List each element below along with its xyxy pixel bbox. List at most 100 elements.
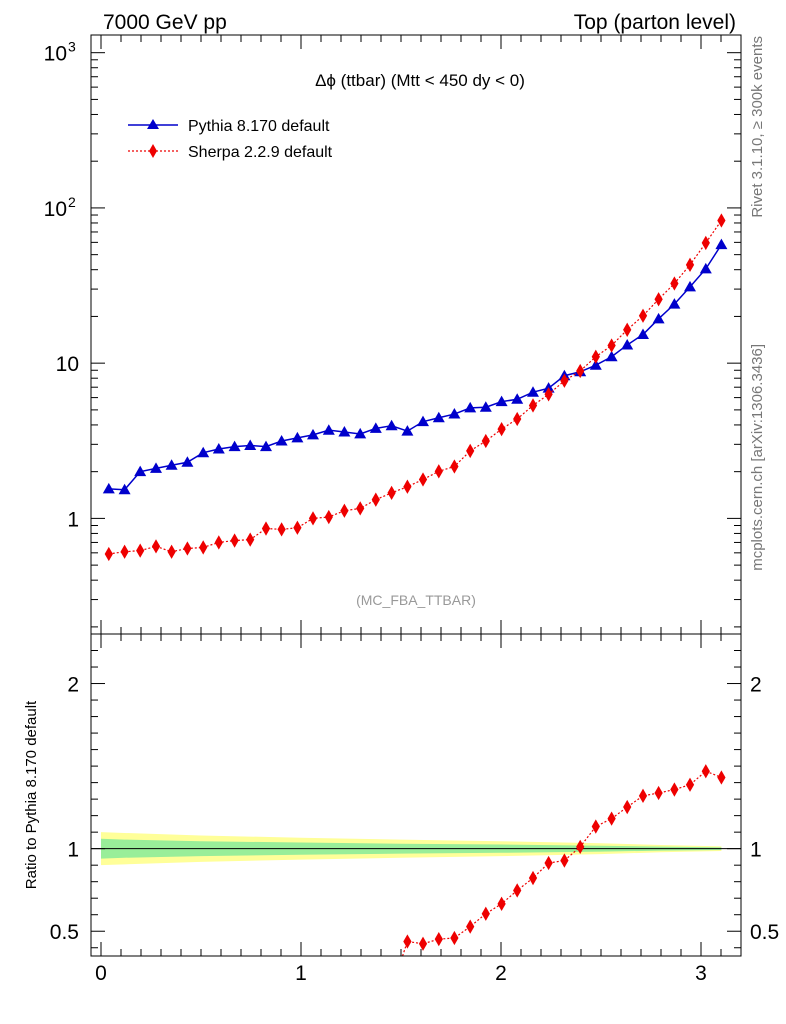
pythia-point	[495, 395, 508, 407]
pythia-point	[197, 446, 210, 458]
sherpa-point	[199, 540, 208, 555]
pythia-point	[479, 401, 492, 412]
ratio-sherpa-point	[481, 906, 490, 921]
ratio-sherpa-point	[434, 932, 443, 947]
pythia-point	[338, 426, 351, 437]
pythia-point	[244, 439, 257, 450]
pythia-point	[684, 280, 696, 292]
x-tick-label: 2	[495, 962, 507, 985]
pythia-point	[527, 386, 539, 397]
legend-entry-pythia: Pythia 8.170 default	[128, 118, 330, 135]
ratio-sherpa-point	[701, 764, 710, 779]
legend-label-sherpa: Sherpa 2.2.9 default	[188, 144, 333, 161]
ratio-sherpa-point	[560, 853, 569, 868]
pythia-point	[212, 442, 225, 454]
analysis-tag: (MC_FBA_TTBAR)	[356, 592, 476, 608]
ratio-sherpa-point	[591, 819, 600, 834]
ratio-sherpa-point	[607, 811, 616, 826]
sherpa-point	[418, 472, 428, 487]
sherpa-point	[513, 411, 522, 427]
ratio-sherpa-point	[466, 919, 475, 934]
sherpa-point	[685, 257, 695, 272]
sherpa-point	[481, 433, 490, 449]
legend-label-pythia: Pythia 8.170 default	[188, 118, 330, 135]
legend-marker-pythia	[147, 119, 159, 129]
sherpa-point	[308, 511, 318, 526]
ratio-sherpa-point	[544, 855, 553, 871]
ratio-sherpa-point	[623, 799, 632, 815]
ratio-sherpa-point	[576, 839, 585, 855]
sherpa-point	[340, 503, 349, 518]
ratio-sherpa-line	[401, 770, 722, 956]
sherpa-point	[466, 443, 475, 459]
pythia-point	[589, 359, 602, 370]
ratio-sherpa-point	[418, 936, 428, 951]
pythia-point	[165, 459, 178, 470]
y-tick-label: 10	[44, 43, 67, 66]
header-right: Top (parton level)	[574, 11, 736, 34]
ratio-sherpa-point	[528, 870, 538, 886]
pythia-point	[652, 312, 665, 324]
pythia-point	[369, 422, 382, 433]
sherpa-point	[230, 533, 239, 548]
pythia-point	[715, 238, 728, 250]
ratio-sherpa-point	[685, 777, 695, 792]
sherpa-point	[591, 349, 600, 364]
x-tick-labels: 0 1 2 3	[95, 962, 707, 985]
pythia-point	[354, 427, 367, 439]
y-tick-label: 10	[44, 198, 67, 221]
pythia-point	[275, 435, 288, 446]
pythia-point	[621, 338, 634, 350]
main-axis-ticks	[91, 35, 742, 634]
sherpa-point	[324, 509, 333, 525]
sherpa-point	[560, 373, 569, 388]
sherpa-point	[434, 464, 443, 479]
mcplots-label: mcplots.cern.ch [arXiv:1306.3436]	[749, 344, 766, 571]
rivet-label: Rivet 3.1.10, ≥ 300k events	[749, 36, 766, 218]
ratio-sherpa-point	[670, 782, 679, 797]
y-tick-label-exponent: 3	[68, 39, 76, 55]
pythia-point	[432, 411, 445, 423]
header-left: 7000 GeV pp	[103, 11, 227, 34]
pythia-point	[181, 456, 194, 467]
sherpa-point	[151, 539, 161, 554]
legend-marker-sherpa	[149, 144, 157, 158]
ratio-sherpa-point	[717, 770, 726, 785]
sherpa-point	[544, 387, 553, 402]
ratio-series-group	[401, 764, 726, 956]
pythia-point	[134, 465, 147, 477]
ratio-series	[401, 764, 726, 956]
pythia-point	[260, 440, 272, 452]
pythia-point	[699, 262, 712, 274]
ratio-y-tick-label-right: 2	[750, 674, 762, 697]
sherpa-point	[387, 485, 396, 501]
pythia-point	[291, 431, 304, 443]
pythia-point	[322, 424, 335, 435]
sherpa-point	[120, 544, 129, 559]
sherpa-point	[607, 338, 616, 353]
ratio-y-tick-label-left: 1	[67, 839, 79, 862]
sherpa-point	[356, 501, 365, 516]
pythia-point	[228, 440, 241, 452]
pythia-point	[417, 415, 429, 427]
x-tick-label: 3	[695, 962, 707, 985]
x-tick-label: 0	[95, 962, 107, 985]
x-tick-label: 1	[295, 962, 307, 985]
pythia-point	[401, 425, 414, 436]
legend: Pythia 8.170 default Sherpa 2.2.9 defaul…	[128, 118, 333, 161]
sherpa-point	[623, 322, 632, 337]
ratio-y-tick-label-right: 0.5	[750, 921, 779, 944]
pythia-line	[108, 244, 723, 491]
sherpa-point	[214, 535, 223, 550]
ratio-sherpa-point	[638, 788, 648, 803]
ratio-y-tick-label-left: 0.5	[50, 921, 79, 944]
pythia-point	[102, 482, 115, 494]
sherpa-point	[403, 479, 412, 494]
sherpa-point	[450, 459, 459, 474]
ratio-y-axis-label: Ratio to Pythia 8.170 default	[23, 700, 40, 889]
sherpa-point	[104, 546, 113, 562]
ratio-sherpa-point	[654, 785, 663, 801]
